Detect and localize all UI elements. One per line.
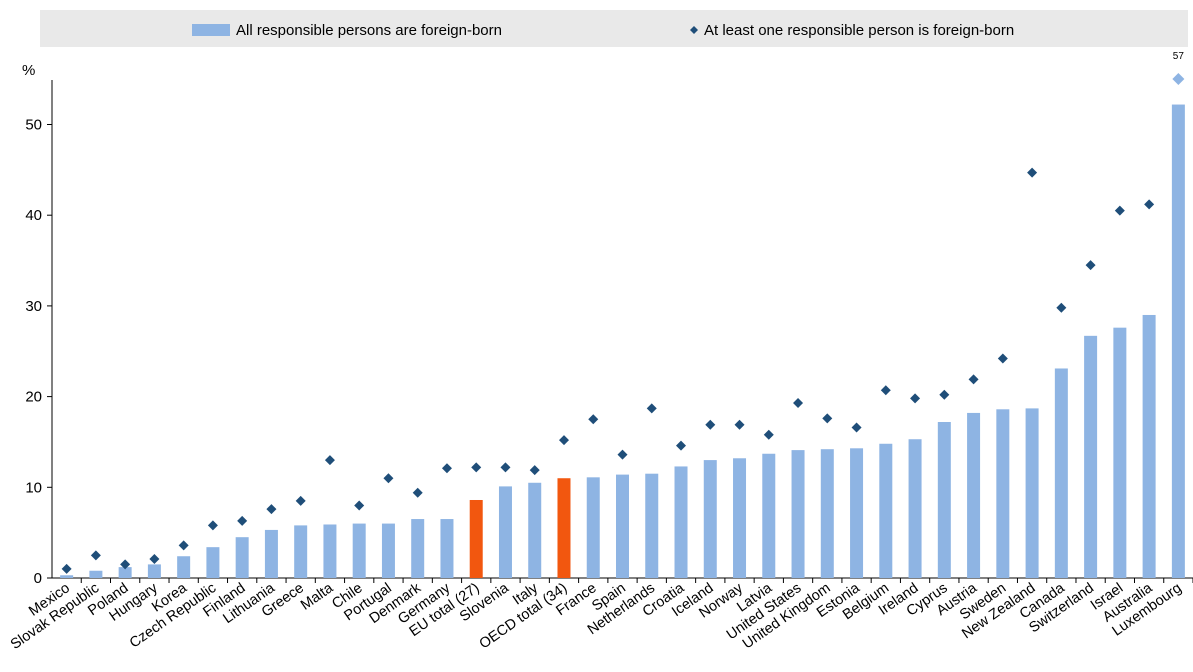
marker-point [149, 553, 160, 564]
bar [733, 458, 747, 578]
marker-point [676, 440, 687, 451]
bar [147, 564, 161, 578]
marker-point [178, 540, 189, 551]
overflow-annotation: 57 [1173, 51, 1185, 62]
marker-point [500, 462, 511, 473]
bar [469, 499, 483, 578]
bar [879, 443, 893, 578]
marker-point [1114, 205, 1125, 216]
marker-point [968, 374, 979, 385]
bar [1084, 335, 1098, 578]
marker-point [354, 500, 365, 511]
bar [820, 449, 834, 578]
bar [1113, 327, 1127, 578]
marker-point [529, 465, 540, 476]
marker-point [207, 520, 218, 531]
bar [1025, 408, 1039, 578]
bar [1142, 314, 1156, 578]
marker-point [705, 419, 716, 430]
bar [323, 524, 337, 578]
marker-point [61, 563, 72, 574]
bar [586, 477, 600, 578]
marker-point [646, 403, 657, 414]
bar [908, 439, 922, 578]
marker-point [1085, 260, 1096, 271]
marker-point [412, 487, 423, 498]
marker-point [822, 413, 833, 424]
marker-point [939, 389, 950, 400]
bar [557, 478, 571, 578]
bar [674, 466, 688, 578]
bar [352, 523, 366, 578]
legend-bar-label: All responsible persons are foreign-born [236, 22, 502, 39]
bar [60, 575, 74, 578]
marker-point [558, 435, 569, 446]
bar [411, 519, 425, 578]
bar [89, 570, 103, 578]
bar [850, 448, 864, 578]
marker-point [90, 550, 101, 561]
y-tick-label: 50 [25, 117, 42, 134]
bar [206, 547, 220, 578]
bar [118, 567, 132, 578]
bar [294, 525, 308, 578]
marker-point [383, 473, 394, 484]
marker-point [120, 559, 131, 570]
marker-point [1027, 167, 1038, 178]
marker-point [1056, 302, 1067, 313]
marker-point [295, 495, 306, 506]
y-tick-label: 10 [25, 479, 42, 496]
bar [1054, 368, 1068, 578]
marker-point [471, 462, 482, 473]
marker-point [763, 429, 774, 440]
bar [703, 460, 717, 578]
marker-point [324, 455, 335, 466]
bar [791, 450, 805, 578]
marker-point [441, 463, 452, 474]
legend-marker-label: At least one responsible person is forei… [704, 22, 1014, 39]
bar [235, 537, 249, 578]
marker-point [997, 353, 1008, 364]
bar [996, 409, 1010, 578]
marker-point [1172, 73, 1185, 85]
y-axis-unit-label: % [22, 62, 35, 79]
bar [381, 523, 395, 578]
marker-point [617, 449, 628, 460]
legend-box [40, 10, 1188, 47]
bar [762, 453, 776, 578]
bar [177, 556, 191, 578]
bar [1171, 104, 1185, 579]
marker-point [1144, 199, 1155, 210]
bar [967, 412, 981, 578]
marker-point [880, 385, 891, 396]
y-tick-label: 40 [25, 207, 42, 224]
marker-point [851, 422, 862, 433]
bar [937, 421, 951, 578]
marker-point [793, 397, 804, 408]
marker-point [237, 515, 248, 526]
marker-point [588, 414, 599, 425]
bar [264, 529, 278, 578]
y-tick-label: 0 [34, 570, 42, 587]
legend-marker-swatch [690, 26, 698, 34]
marker-point [266, 504, 277, 515]
marker-point [734, 419, 745, 430]
bar [498, 486, 512, 578]
bar [616, 474, 629, 578]
legend-bar-swatch [192, 24, 230, 36]
bar [645, 473, 659, 578]
y-tick-label: 30 [25, 298, 42, 315]
marker-point [910, 393, 921, 404]
bar [528, 482, 542, 578]
y-tick-label: 20 [25, 389, 42, 406]
bar [440, 519, 454, 578]
